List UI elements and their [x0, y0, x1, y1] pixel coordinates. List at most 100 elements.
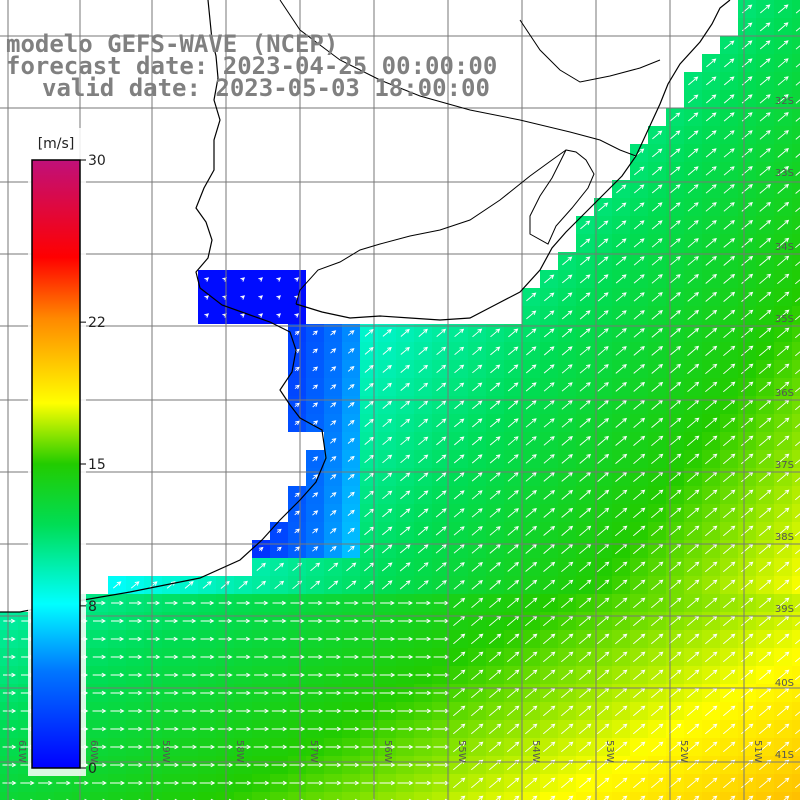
wind-arrow: [379, 726, 396, 732]
wind-arrow: [795, 351, 800, 357]
wind-arrow: [669, 148, 681, 158]
wind-cell: [288, 792, 306, 800]
wind-arrow: [240, 313, 246, 318]
wind-cell: [792, 36, 800, 54]
wind-arrow: [294, 492, 300, 498]
wind-arrow: [777, 561, 790, 573]
wind-arrow: [705, 166, 717, 176]
wind-arrow: [471, 705, 484, 717]
wind-arrow: [687, 525, 700, 537]
wind-arrow: [276, 313, 282, 318]
wind-arrow: [543, 777, 556, 789]
wind-arrow: [472, 382, 483, 392]
wind-arrow: [777, 309, 790, 321]
wind-arrow: [364, 364, 374, 373]
wind-cell: [0, 792, 18, 800]
wind-arrow: [651, 633, 664, 645]
wind-arrow: [526, 310, 537, 320]
wind-arrow: [417, 544, 429, 554]
wind-arrow: [276, 295, 282, 300]
wind-arrow: [325, 672, 342, 678]
wind-arrow: [651, 381, 664, 392]
wind-arrow: [543, 525, 556, 536]
wind-arrow: [615, 328, 627, 338]
wind-arrow: [597, 669, 610, 681]
wind-arrow: [615, 741, 628, 753]
wind-cell: [792, 180, 800, 198]
wind-arrow: [92, 744, 107, 750]
wind-arrow: [271, 744, 288, 750]
wind-arrow: [675, 795, 682, 800]
wind-cell: [36, 792, 54, 800]
wind-arrow: [723, 741, 736, 753]
wind-arrow: [399, 580, 411, 590]
wind-arrow: [146, 744, 161, 750]
wind-arrow: [418, 490, 429, 500]
wind-arrow: [579, 328, 591, 338]
wind-arrow: [513, 795, 520, 800]
wind-arrow: [379, 744, 396, 750]
wind-arrow: [687, 453, 700, 465]
wind-arrow: [471, 579, 483, 590]
wind-arrow: [310, 562, 321, 572]
wind-arrow: [200, 654, 215, 660]
wind-arrow: [489, 669, 502, 681]
wind-arrow: [453, 633, 466, 645]
wind-arrow: [777, 147, 789, 158]
wind-arrow: [38, 780, 53, 786]
lon-label: 52W: [678, 740, 689, 763]
lon-labels: 61W 60W 59W 58W 57W 56W 55W 54W 53W 52W 51W: [16, 740, 763, 763]
wind-arrow: [453, 705, 466, 717]
wind-arrow: [200, 618, 215, 624]
wind-arrow: [400, 364, 411, 373]
wind-arrow: [113, 581, 122, 589]
wind-arrow: [415, 654, 432, 660]
wind-cell: [576, 792, 594, 800]
wind-arrow: [741, 381, 754, 393]
wind-arrow: [561, 651, 574, 663]
wind-cell: [702, 792, 720, 800]
wind-arrow: [164, 600, 179, 606]
wind-arrow: [777, 705, 790, 717]
wind-arrow: [471, 454, 483, 464]
wind-arrow: [236, 708, 251, 714]
wind-arrow: [543, 489, 556, 500]
wind-arrow: [597, 597, 610, 609]
wind-arrow: [706, 76, 717, 86]
wind-arrow: [400, 490, 411, 500]
wind-arrow: [615, 453, 628, 464]
wind-arrow: [164, 672, 179, 678]
wind-arrow: [489, 490, 501, 500]
wind-arrow: [290, 600, 305, 606]
wind-arrow: [705, 237, 717, 248]
wind-arrow: [561, 310, 573, 320]
wind-cell: [792, 666, 800, 684]
wind-arrow: [777, 525, 790, 537]
wind-arrow: [382, 400, 393, 409]
wind-arrow: [633, 579, 646, 591]
wind-arrow: [777, 219, 790, 230]
wind-arrow: [471, 508, 483, 518]
wind-arrow: [795, 585, 800, 591]
wind-arrow: [561, 705, 574, 717]
wind-arrow: [669, 381, 682, 392]
wind-arrow: [561, 777, 574, 789]
lat-labels: 32S 33S 34S 35S 36S 37S 38S 39S 40S 41S: [775, 96, 794, 761]
wind-arrow: [217, 780, 234, 786]
wind-arrow: [276, 528, 282, 534]
wind-arrow: [129, 600, 142, 606]
lat-label: 39S: [775, 604, 794, 615]
wind-arrow: [472, 418, 483, 428]
wind-arrow: [579, 489, 592, 500]
wind-arrow: [111, 618, 124, 624]
wind-arrow: [651, 346, 664, 356]
wind-cell: [720, 792, 738, 800]
wind-arrow: [110, 726, 125, 732]
wind-arrow: [294, 546, 301, 552]
wind-arrow: [759, 723, 772, 735]
wind-arrow: [652, 130, 663, 140]
wind-arrow: [597, 507, 610, 519]
wind-arrow: [312, 384, 319, 390]
wind-arrow: [330, 330, 337, 336]
wind-arrow: [759, 22, 771, 32]
